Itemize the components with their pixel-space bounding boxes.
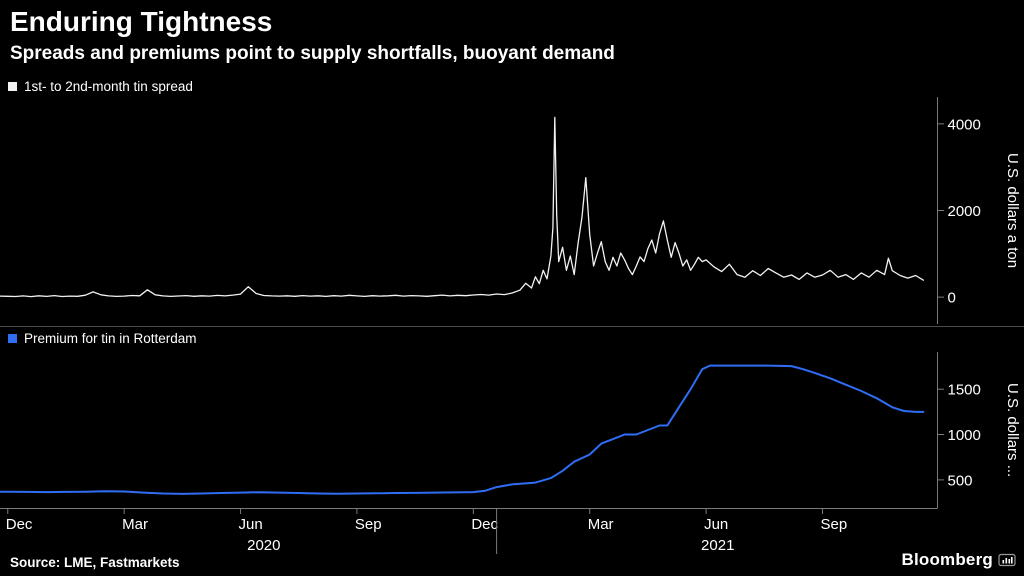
premium-y-axis-title: U.S. dollars ...	[1004, 382, 1021, 478]
chart-header: Enduring Tightness Spreads and premiums …	[10, 5, 1014, 66]
bloomberg-media-icon	[998, 553, 1016, 567]
chart-title: Enduring Tightness	[10, 6, 273, 37]
shared-x-axis: Dec Mar Jun Sep Dec Mar Jun Sep 2020 2021	[0, 508, 1024, 556]
bloomberg-wordmark: Bloomberg	[901, 550, 993, 569]
svg-text:Dec: Dec	[6, 516, 33, 533]
legend-premium: Premium for tin in Rotterdam	[8, 331, 197, 346]
svg-text:Jun: Jun	[704, 516, 728, 533]
svg-text:Jun: Jun	[239, 516, 263, 533]
svg-text:500: 500	[948, 472, 973, 489]
legend-label-premium: Premium for tin in Rotterdam	[24, 331, 197, 346]
x-axis-plot: Dec Mar Jun Sep Dec Mar Jun Sep 2020 2021	[0, 508, 938, 554]
premium-line-plot: 500 1000 1500	[0, 352, 981, 508]
svg-text:1500: 1500	[948, 382, 981, 399]
legend-swatch-premium-icon	[8, 334, 17, 343]
svg-text:4000: 4000	[948, 116, 981, 133]
spread-line-plot: 0 2000 4000	[0, 97, 981, 324]
svg-text:2020: 2020	[247, 537, 280, 554]
chart-divider	[0, 326, 1024, 327]
svg-text:Dec: Dec	[471, 516, 498, 533]
svg-text:2000: 2000	[948, 203, 981, 220]
svg-text:Mar: Mar	[588, 516, 614, 533]
svg-text:0: 0	[948, 290, 956, 307]
spread-chart: 0 2000 4000 U.S. dollars a ton	[0, 97, 1024, 324]
spread-y-axis-title: U.S. dollars a ton	[1004, 152, 1021, 269]
svg-text:Sep: Sep	[355, 516, 382, 533]
svg-text:Sep: Sep	[820, 516, 847, 533]
svg-text:1000: 1000	[948, 427, 981, 444]
svg-text:Mar: Mar	[122, 516, 148, 533]
source-credit: Source: LME, Fastmarkets	[10, 555, 180, 570]
legend-spread: 1st- to 2nd-month tin spread	[8, 79, 193, 94]
svg-text:2021: 2021	[701, 537, 734, 554]
legend-label-spread: 1st- to 2nd-month tin spread	[24, 79, 193, 94]
chart-subtitle: Spreads and premiums point to supply sho…	[10, 43, 615, 64]
legend-swatch-spread-icon	[8, 82, 17, 91]
premium-chart: 500 1000 1500 U.S. dollars ...	[0, 352, 1024, 508]
bloomberg-logo: Bloomberg	[901, 550, 1016, 570]
